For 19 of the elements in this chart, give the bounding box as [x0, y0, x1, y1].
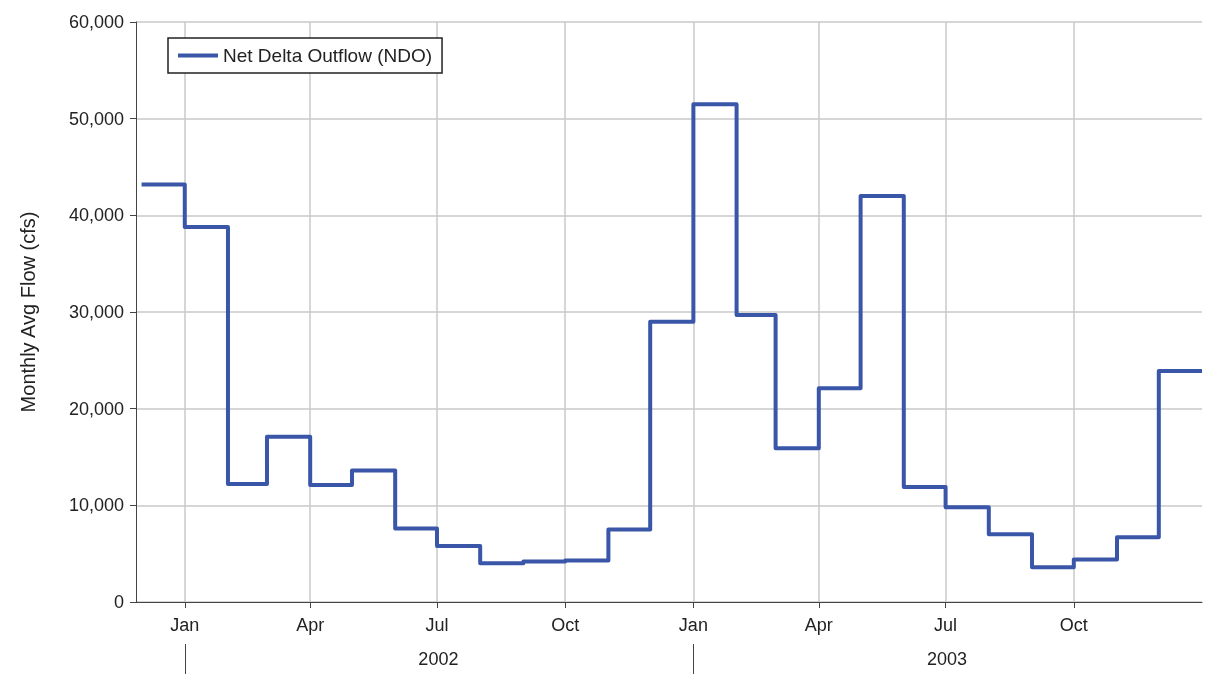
x-tick-label: Oct: [1059, 615, 1088, 635]
x-tick-label: Jan: [170, 615, 200, 635]
y-tick-label: 10,000: [68, 495, 124, 516]
x-tick-label: Jan: [678, 615, 708, 635]
x2-tick-label: 2003: [926, 649, 968, 669]
x-tick-label: Apr: [296, 615, 325, 635]
y-tick-label: 40,000: [68, 205, 124, 226]
y-tick-label: 0: [113, 592, 124, 612]
y-axis-title: Monthly Avg Flow (cfs): [17, 211, 39, 413]
x-tick-label: Apr: [804, 615, 833, 635]
x2-tick-label: 2002: [418, 649, 459, 669]
x-tick-label: Oct: [551, 615, 580, 635]
legend-label: Net Delta Outflow (NDO): [223, 45, 433, 66]
x-tick-label: Jul: [425, 615, 449, 635]
y-tick-label: 60,000: [68, 12, 124, 32]
x-tick-label: Jul: [934, 615, 958, 635]
y-tick-label: 20,000: [68, 398, 124, 419]
y-tick-label: 30,000: [68, 302, 124, 322]
y-tick-label: 50,000: [68, 108, 124, 129]
